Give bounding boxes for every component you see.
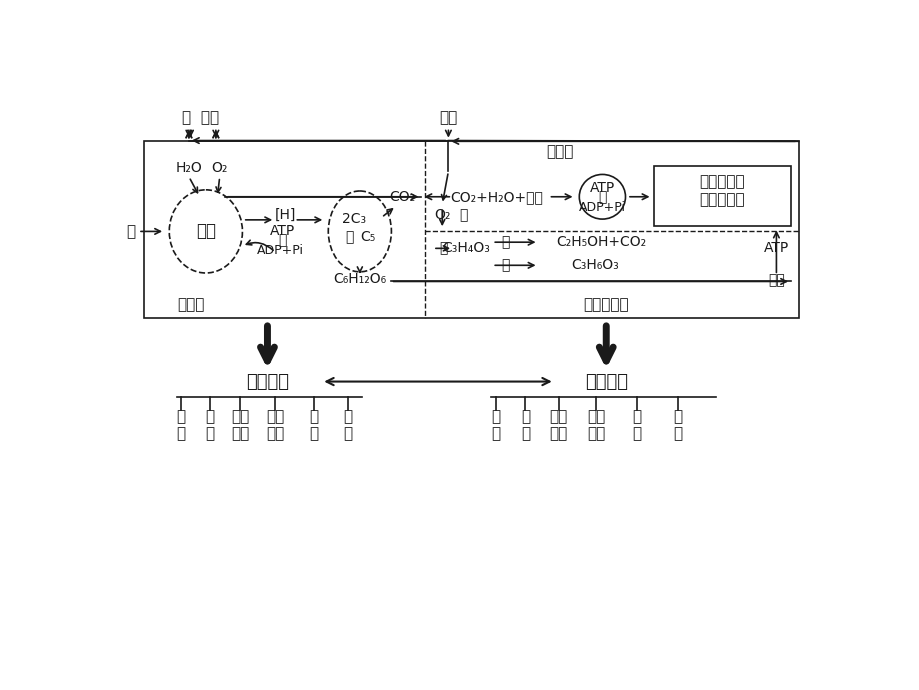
Text: [H]: [H] bbox=[274, 208, 296, 222]
Text: 光: 光 bbox=[126, 224, 135, 239]
Text: C₃H₆O₃: C₃H₆O₃ bbox=[570, 258, 618, 273]
Text: C₃H₄O₃: C₃H₄O₃ bbox=[442, 241, 490, 255]
Text: 酶: 酶 bbox=[501, 258, 509, 273]
Text: 细胞质基质: 细胞质基质 bbox=[583, 297, 629, 312]
Bar bbox=[653, 166, 790, 226]
Text: 叶绿体: 叶绿体 bbox=[176, 297, 204, 312]
Text: 根  空气: 根 空气 bbox=[182, 110, 219, 125]
Text: 物质
变化: 物质 变化 bbox=[549, 409, 567, 442]
Text: ATP: ATP bbox=[589, 181, 615, 195]
Text: 能量: 能量 bbox=[767, 274, 784, 288]
Text: 类
型: 类 型 bbox=[520, 409, 529, 442]
Text: O₂: O₂ bbox=[211, 161, 228, 175]
Text: ADP+Pi: ADP+Pi bbox=[578, 201, 625, 214]
Text: 色素: 色素 bbox=[196, 222, 216, 240]
Text: C₆H₁₂O₆: C₆H₁₂O₆ bbox=[333, 272, 386, 286]
Text: 条
件: 条 件 bbox=[344, 409, 353, 442]
Text: C₅: C₅ bbox=[360, 230, 376, 244]
Text: ATP: ATP bbox=[270, 224, 295, 237]
Text: 细胞呼吸: 细胞呼吸 bbox=[584, 373, 627, 391]
Text: 酶: 酶 bbox=[278, 234, 287, 248]
Text: CO₂: CO₂ bbox=[389, 190, 414, 204]
Text: 酶: 酶 bbox=[460, 208, 468, 222]
Text: O₂: O₂ bbox=[434, 208, 450, 222]
Text: ATP: ATP bbox=[763, 241, 789, 255]
Text: CO₂+H₂O+能量: CO₂+H₂O+能量 bbox=[450, 190, 543, 204]
Text: 酶: 酶 bbox=[346, 230, 354, 244]
Text: 实
质: 实 质 bbox=[673, 409, 682, 442]
Text: 产能
情况: 产能 情况 bbox=[586, 409, 605, 442]
Text: 酶: 酶 bbox=[501, 235, 509, 249]
Text: 概
念: 概 念 bbox=[176, 409, 186, 442]
Text: 发
现: 发 现 bbox=[205, 409, 214, 442]
Text: H₂O: H₂O bbox=[176, 161, 202, 175]
Text: 概
念: 概 念 bbox=[491, 409, 500, 442]
Bar bbox=[144, 141, 798, 317]
Text: 光合作用: 光合作用 bbox=[245, 373, 289, 391]
Text: 场
所: 场 所 bbox=[309, 409, 318, 442]
Text: 能量
变化: 能量 变化 bbox=[266, 409, 284, 442]
Text: 线粒体: 线粒体 bbox=[546, 145, 573, 159]
Text: C₂H₅OH+CO₂: C₂H₅OH+CO₂ bbox=[555, 235, 645, 249]
Text: 细胞分裂、
物质合成等: 细胞分裂、 物质合成等 bbox=[699, 175, 744, 207]
Text: 空气: 空气 bbox=[438, 110, 457, 125]
Text: 酶: 酶 bbox=[597, 190, 606, 204]
Text: 2C₃: 2C₃ bbox=[341, 212, 366, 226]
Text: 酶: 酶 bbox=[439, 241, 448, 255]
Text: 物质
变化: 物质 变化 bbox=[231, 409, 249, 442]
Text: 场
所: 场 所 bbox=[631, 409, 641, 442]
Text: ADP+Pi: ADP+Pi bbox=[256, 244, 303, 257]
